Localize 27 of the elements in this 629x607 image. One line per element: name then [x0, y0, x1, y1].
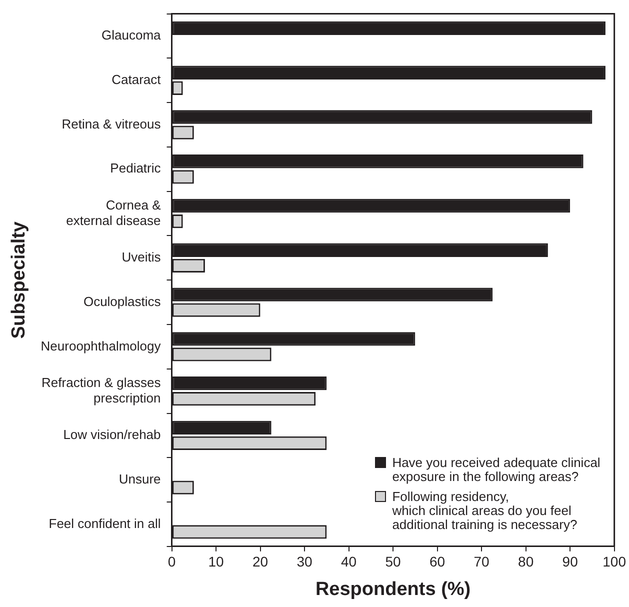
- x-axis-title: Respondents (%): [315, 578, 471, 600]
- x-tick-label: 30: [296, 554, 313, 570]
- x-tick-label: 90: [562, 554, 578, 570]
- y-tick-label: Low vision/rehab: [63, 427, 161, 442]
- x-tick-label: 70: [474, 554, 490, 570]
- x-tick-label: 60: [430, 554, 446, 570]
- y-tick-label: Oculoplastics: [83, 294, 162, 309]
- y-tick-label: Cataract: [112, 72, 162, 87]
- y-tick-label: Feel confident in all: [48, 516, 161, 531]
- y-tick-label: Unsure: [118, 471, 161, 486]
- y-tick-label: Neuroophthalmology: [40, 338, 162, 354]
- x-tick-label: 100: [602, 554, 626, 570]
- y-axis-title: Subspecialty: [8, 221, 30, 339]
- x-tick-label: 80: [518, 554, 534, 570]
- y-tick-label: Refraction & glasses prescription: [42, 374, 162, 406]
- y-tick-label: Pediatric: [110, 160, 162, 176]
- x-tick-label: 20: [252, 554, 268, 570]
- x-tick-label: 40: [341, 554, 357, 570]
- x-tick-label: 50: [385, 554, 402, 570]
- x-tick-label: 10: [208, 554, 224, 570]
- y-tick-label: Retina & vitreous: [62, 116, 162, 132]
- legend-label: Following residency, which clinical areas do you feel additional training is necessary?: [392, 489, 578, 532]
- x-tick-label: 0: [168, 554, 176, 570]
- y-tick-label: Glaucoma: [102, 28, 162, 43]
- y-tick-label: Cornea & external disease: [66, 197, 162, 228]
- legend-label: Have you received adequate clinical exposure in the following areas?: [392, 455, 600, 484]
- y-tick-label: Uveitis: [122, 249, 162, 264]
